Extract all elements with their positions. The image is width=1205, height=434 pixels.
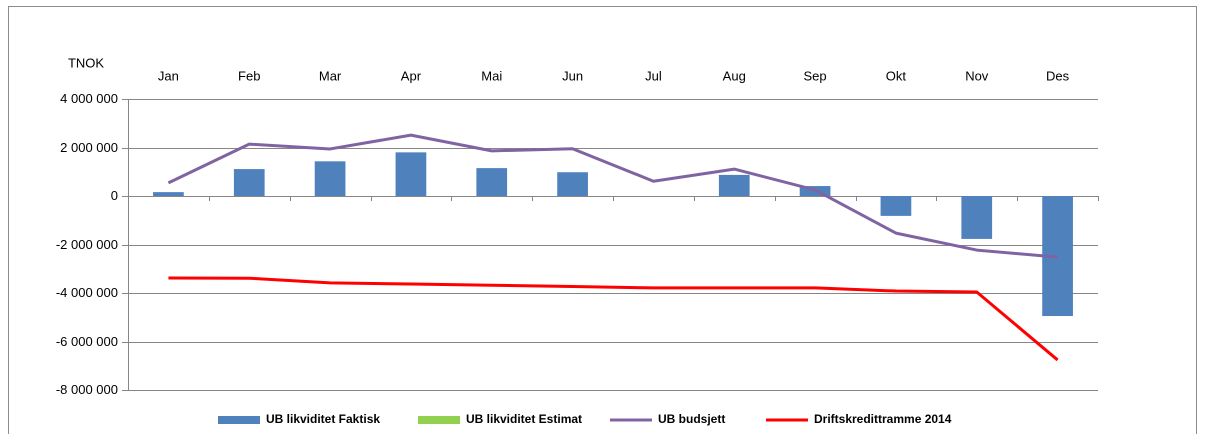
y-tick-label: -8 000 000 xyxy=(56,382,118,397)
x-tick-label: Jan xyxy=(158,68,179,83)
x-tick-label: Nov xyxy=(965,68,989,83)
x-tick-label: Aug xyxy=(723,68,746,83)
bar xyxy=(557,172,588,196)
line-series xyxy=(168,276,1059,362)
x-tick-label: Mai xyxy=(481,68,502,83)
legend-label: Driftskredittramme 2014 xyxy=(814,412,952,426)
y-tick-label: 2 000 000 xyxy=(60,140,118,155)
y-tick-label: -2 000 000 xyxy=(56,237,118,252)
bar xyxy=(476,168,508,196)
y-tick-label: -4 000 000 xyxy=(56,285,118,300)
y-tick-label: 0 xyxy=(111,188,118,203)
legend-swatch xyxy=(218,416,260,424)
y-tick-label: 4 000 000 xyxy=(60,91,118,106)
x-tick-label: Apr xyxy=(401,68,422,83)
x-tick-label: Mar xyxy=(319,68,342,83)
bar xyxy=(880,196,912,216)
y-tick-label: -6 000 000 xyxy=(56,334,118,349)
x-tick-label: Sep xyxy=(804,68,827,83)
bar xyxy=(718,174,750,196)
legend-swatch xyxy=(418,416,460,424)
bar xyxy=(961,196,993,239)
legend-label: UB likviditet Faktisk xyxy=(266,412,380,426)
line-series xyxy=(167,133,1058,259)
x-tick-label: Des xyxy=(1046,68,1070,83)
legend-label: UB budsjett xyxy=(658,412,725,426)
y-axis-label: TNOK xyxy=(68,55,104,70)
legend-label: UB likviditet Estimat xyxy=(466,412,582,426)
x-tick-label: Jul xyxy=(645,68,662,83)
x-tick-label: Feb xyxy=(238,68,260,83)
bar xyxy=(153,192,184,196)
bar xyxy=(233,169,265,196)
x-tick-label: Jun xyxy=(562,68,583,83)
x-tick-label: Okt xyxy=(886,68,907,83)
bar xyxy=(395,152,427,196)
chart-frame xyxy=(8,6,1197,434)
bar xyxy=(314,161,346,196)
